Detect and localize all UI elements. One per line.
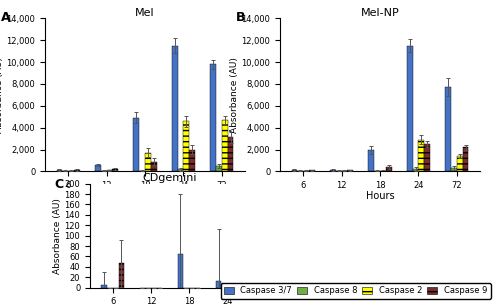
Bar [102, 285, 107, 288]
Legend: Caspase 3/7, Caspase 8, Caspase 2, Caspase 9: Caspase 3/7, Caspase 8, Caspase 2, Caspa… [220, 283, 491, 299]
Bar [386, 167, 392, 171]
Bar [457, 156, 462, 171]
Bar [451, 168, 457, 171]
Bar [145, 153, 151, 171]
Bar [368, 150, 374, 171]
Bar [178, 254, 184, 288]
Bar [446, 87, 451, 171]
Bar [112, 169, 118, 171]
Bar [184, 121, 189, 171]
Bar [95, 165, 101, 171]
Y-axis label: Absorbance (AU): Absorbance (AU) [230, 57, 238, 133]
Text: A: A [1, 11, 11, 24]
Bar [330, 170, 336, 171]
Bar [292, 170, 298, 171]
Bar [228, 137, 234, 171]
Y-axis label: Absorbance (AU): Absorbance (AU) [52, 198, 62, 274]
Bar [412, 169, 418, 171]
Bar [309, 170, 314, 171]
Title: CDgemini: CDgemini [143, 173, 197, 183]
Bar [74, 170, 80, 171]
Bar [216, 166, 222, 171]
Text: C: C [55, 178, 64, 191]
Bar [462, 147, 468, 171]
Bar [407, 46, 412, 171]
Bar [134, 118, 139, 171]
Bar [178, 169, 184, 171]
Bar [172, 46, 178, 171]
Bar [216, 282, 222, 288]
Bar [210, 64, 216, 171]
Bar [151, 162, 156, 171]
Bar [424, 144, 430, 171]
Y-axis label: Absorbance (AU): Absorbance (AU) [0, 57, 4, 133]
Bar [189, 150, 195, 171]
Bar [418, 140, 424, 171]
X-axis label: Hours: Hours [366, 192, 394, 201]
X-axis label: Hours: Hours [130, 192, 160, 201]
Bar [222, 120, 228, 171]
Bar [348, 170, 353, 171]
Bar [56, 170, 62, 171]
Title: Mel-NP: Mel-NP [360, 8, 400, 17]
Text: B: B [236, 11, 246, 24]
Bar [118, 263, 124, 288]
Bar [106, 170, 112, 171]
Title: Mel: Mel [135, 8, 155, 17]
